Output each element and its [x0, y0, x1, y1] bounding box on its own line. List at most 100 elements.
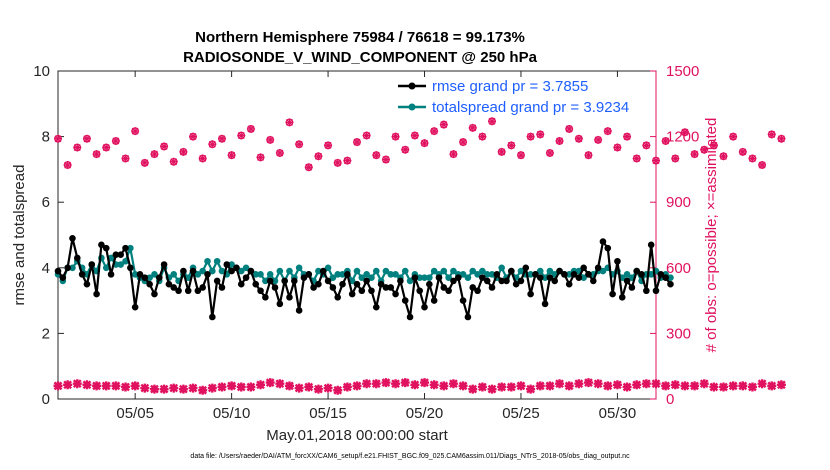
obs-possible-cross	[719, 152, 728, 161]
totalspread-point	[295, 264, 303, 272]
totalspread-point	[286, 267, 293, 275]
totalspread-point	[69, 264, 76, 272]
x-tick-label: 05/10	[213, 405, 251, 422]
obs-possible-cross	[488, 117, 497, 126]
obs-assimilated-marker	[284, 381, 294, 391]
obs-possible-cross	[160, 142, 169, 151]
obs-possible-cross	[333, 158, 342, 167]
totalspread-point	[228, 261, 235, 268]
obs-possible-cross	[555, 136, 564, 145]
y-tick-label: 8	[42, 129, 50, 146]
totalspread-point	[271, 277, 279, 285]
obs-possible-cross	[92, 150, 101, 159]
obs-possible-cross	[217, 134, 226, 143]
rmse-point	[623, 277, 631, 285]
totalspread-point	[474, 271, 481, 278]
x-tick-label: 05/20	[406, 405, 444, 422]
obs-possible-cross	[304, 163, 313, 172]
obs-possible-cross	[237, 131, 246, 140]
rmse-point	[319, 267, 327, 275]
rmse-point	[512, 280, 520, 288]
totalspread-point	[527, 271, 534, 278]
totalspread-point	[406, 277, 414, 285]
rmse-point	[604, 244, 612, 252]
obs-possible-cross	[430, 127, 439, 136]
obs-assimilated-marker	[265, 378, 275, 388]
obs-possible-cross	[246, 124, 255, 133]
obs-assimilated-marker	[632, 380, 642, 390]
series-obs-possible	[54, 117, 786, 172]
obs-assimilated-marker	[63, 380, 73, 390]
obs-possible-cross	[208, 140, 217, 149]
rmse-point	[628, 284, 636, 291]
rmse-point	[136, 271, 144, 278]
rmse-point	[83, 280, 91, 288]
obs-possible-cross	[574, 134, 583, 143]
totalspread-point	[204, 257, 211, 265]
obs-assimilated-marker	[333, 385, 343, 395]
obs-possible-cross	[497, 147, 506, 156]
rmse-point	[561, 271, 568, 278]
obs-assimilated-marker	[227, 381, 237, 391]
obs-possible-cross	[169, 157, 178, 166]
obs-possible-cross	[526, 132, 535, 141]
rmse-point	[527, 290, 534, 298]
rmse-point	[503, 277, 510, 285]
totalspread-point	[440, 267, 448, 275]
rmse-point	[324, 277, 332, 285]
totalspread-point	[517, 267, 525, 275]
totalspread-point	[498, 264, 505, 272]
totalspread-point	[363, 271, 370, 278]
obs-assimilated-marker	[140, 383, 150, 393]
obs-assimilated-marker	[728, 381, 738, 391]
obs-assimilated-marker	[747, 382, 757, 392]
rmse-point	[368, 287, 375, 295]
rmse-point	[88, 261, 96, 268]
totalspread-point	[416, 274, 423, 281]
totalspread-point	[667, 274, 674, 281]
obs-assimilated-marker	[121, 382, 131, 392]
rmse-point	[416, 287, 423, 295]
totalspread-point	[483, 271, 491, 278]
obs-assimilated-marker	[342, 382, 352, 392]
rmse-point	[397, 277, 404, 285]
totalspread-point	[324, 264, 332, 272]
obs-assimilated-marker	[429, 380, 439, 390]
obs-assimilated-marker	[149, 384, 159, 394]
rmse-point	[170, 284, 178, 291]
rmse-point	[329, 284, 337, 291]
obs-assimilated-marker	[719, 382, 729, 392]
rmse-point	[276, 300, 284, 308]
y-axis-label: rmse and totalspread	[11, 165, 28, 306]
rmse-point	[209, 313, 216, 321]
obs-assimilated-marker	[72, 379, 82, 389]
rmse-point	[522, 264, 530, 272]
rmse-point	[464, 313, 472, 321]
obs-possible-cross	[709, 141, 718, 150]
totalspread-point	[445, 274, 452, 281]
totalspread-point	[117, 261, 124, 268]
obs-assimilated-marker	[603, 381, 613, 391]
obs-possible-cross	[227, 151, 236, 160]
obs-assimilated-marker	[651, 379, 661, 389]
rmse-point	[310, 284, 317, 291]
rmse-point	[213, 277, 221, 285]
rmse-point	[233, 264, 240, 272]
totalspread-point	[546, 267, 554, 275]
x-tick-label: 05/15	[309, 405, 347, 422]
obs-possible-cross	[353, 138, 361, 147]
totalspread-point	[257, 271, 264, 278]
obs-possible-cross	[179, 147, 188, 156]
obs-possible-cross	[642, 141, 651, 150]
x-tick-label: 05/05	[116, 405, 154, 422]
rmse-point	[551, 277, 559, 285]
obs-possible-cross	[748, 154, 757, 163]
totalspread-point	[459, 271, 467, 278]
rmse-point	[614, 257, 621, 265]
rmse-point	[64, 264, 71, 272]
obs-assimilated-marker	[564, 381, 574, 391]
rmse-point	[252, 280, 260, 288]
rmse-point	[643, 287, 650, 295]
obs-assimilated-marker	[236, 382, 246, 392]
rmse-point	[488, 284, 496, 291]
